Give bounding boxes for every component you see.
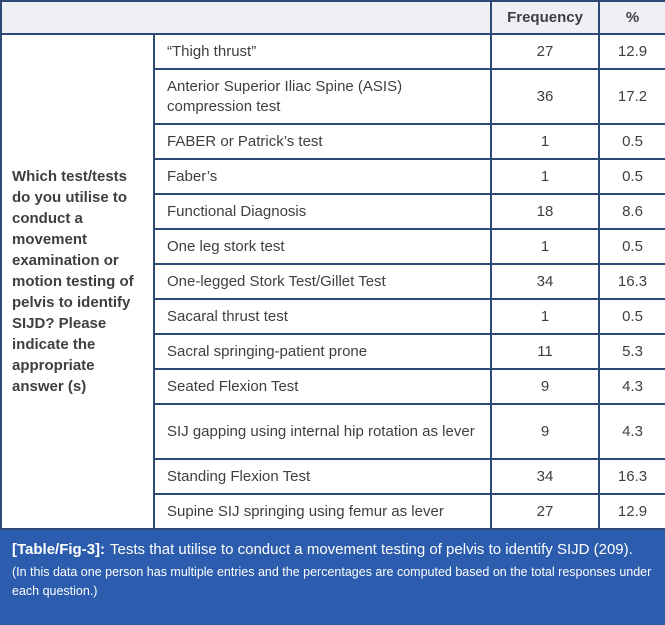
results-table: Frequency % Which test/tests do you util…: [0, 0, 665, 530]
frequency-value: 34: [490, 263, 600, 300]
column-header-percent: %: [598, 0, 665, 35]
caption-label: [Table/Fig-3]:: [12, 541, 106, 558]
percent-value: 0.5: [598, 228, 665, 265]
table-row: Which test/tests do you utilise to condu…: [0, 33, 665, 530]
table-row: Sacral springing-patient prone 11 5.3: [1, 333, 665, 370]
test-name: One-legged Stork Test/Gillet Test: [153, 263, 492, 300]
test-name: “Thigh thrust”: [153, 33, 492, 70]
header-spacer-cell: [0, 0, 492, 35]
frequency-value: 1: [490, 298, 600, 335]
frequency-value: 1: [490, 228, 600, 265]
frequency-value: 36: [490, 68, 600, 125]
percent-value: 0.5: [598, 123, 665, 160]
test-name: Seated Flexion Test: [153, 368, 492, 405]
percent-value: 5.3: [598, 333, 665, 370]
percent-value: 16.3: [598, 458, 665, 495]
percent-value: 0.5: [598, 158, 665, 195]
caption-main-text: [Table/Fig-3]: Tests that utilise to cond…: [12, 539, 653, 560]
percent-value: 0.5: [598, 298, 665, 335]
frequency-value: 1: [490, 158, 600, 195]
test-name: Functional Diagnosis: [153, 193, 492, 230]
caption-note: (In this data one person has multiple en…: [12, 565, 652, 599]
percent-value: 12.9: [598, 33, 665, 70]
test-name: Supine SIJ springing using femur as leve…: [153, 493, 492, 530]
test-name: Standing Flexion Test: [153, 458, 492, 495]
frequency-value: 9: [490, 368, 600, 405]
percent-value: 4.3: [598, 368, 665, 405]
percent-value: 16.3: [598, 263, 665, 300]
test-name: One leg stork test: [153, 228, 492, 265]
table-row: One-legged Stork Test/Gillet Test 34 16.…: [1, 263, 665, 300]
test-name: Faber’s: [153, 158, 492, 195]
frequency-value: 34: [490, 458, 600, 495]
test-name: Sacral springing-patient prone: [153, 333, 492, 370]
table-row: Supine SIJ springing using femur as leve…: [1, 493, 665, 530]
table-row: Sacaral thrust test 1 0.5: [1, 298, 665, 335]
test-name: Anterior Superior Iliac Spine (ASIS) com…: [153, 68, 492, 125]
table-row: Standing Flexion Test 34 16.3: [1, 458, 665, 495]
column-header-frequency: Frequency: [490, 0, 600, 35]
table-header-row: Frequency %: [0, 0, 665, 35]
table-row: Anterior Superior Iliac Spine (ASIS) com…: [1, 68, 665, 125]
question-cell: Which test/tests do you utilise to condu…: [0, 33, 155, 530]
percent-value: 8.6: [598, 193, 665, 230]
table-row: SIJ gapping using internal hip rotation …: [1, 403, 665, 460]
percent-value: 12.9: [598, 493, 665, 530]
frequency-value: 18: [490, 193, 600, 230]
table-row: One leg stork test 1 0.5: [1, 228, 665, 265]
caption-text: Tests that utilise to conduct a movement…: [110, 541, 633, 558]
frequency-value: 27: [490, 493, 600, 530]
percent-value: 4.3: [598, 403, 665, 460]
table-row: Seated Flexion Test 9 4.3: [1, 368, 665, 405]
percent-value: 17.2: [598, 68, 665, 125]
table-row: FABER or Patrick’s test 1 0.5: [1, 123, 665, 160]
table-caption: [Table/Fig-3]: Tests that utilise to cond…: [0, 530, 665, 625]
test-name: Sacaral thrust test: [153, 298, 492, 335]
frequency-value: 9: [490, 403, 600, 460]
test-name: FABER or Patrick’s test: [153, 123, 492, 160]
table-row: Functional Diagnosis 18 8.6: [1, 193, 665, 230]
frequency-value: 1: [490, 123, 600, 160]
frequency-value: 11: [490, 333, 600, 370]
test-name: SIJ gapping using internal hip rotation …: [153, 403, 492, 460]
frequency-value: 27: [490, 33, 600, 70]
